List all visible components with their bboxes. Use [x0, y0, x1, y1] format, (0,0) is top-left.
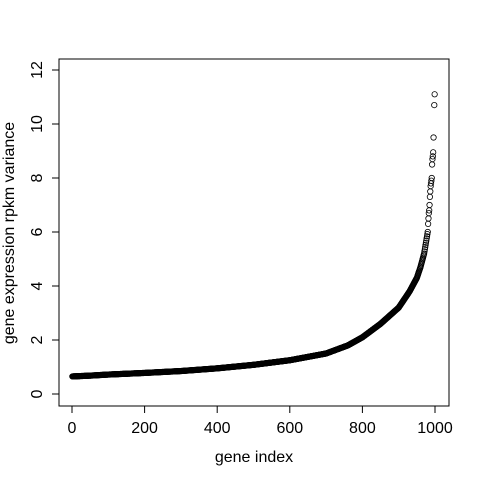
data-point: [429, 156, 436, 163]
data-point: [430, 149, 437, 156]
data-point: [422, 241, 429, 249]
data-point: [423, 237, 430, 244]
y-tick-label: 2: [29, 335, 46, 344]
data-point: [425, 215, 432, 222]
y-tick-label: 0: [29, 389, 46, 398]
data-point: [428, 174, 435, 182]
y-tick-label: 10: [29, 115, 46, 133]
data-point: [421, 250, 428, 257]
data-point: [422, 239, 430, 246]
data-point: [424, 228, 431, 236]
data-point: [421, 248, 428, 255]
data-point: [422, 244, 429, 251]
data-point: [426, 201, 433, 209]
data-point: [431, 102, 438, 109]
x-tick-label: 200: [131, 420, 158, 437]
x-axis: 0 200 400 600 800 1000: [68, 405, 453, 437]
data-point: [425, 220, 432, 227]
data-point: [429, 153, 436, 160]
plot-frame: [58, 58, 450, 407]
data-point: [427, 188, 434, 195]
data-points: [69, 91, 438, 380]
y-axis-label: gene expression rpkm variance: [1, 122, 18, 344]
y-axis: 0 2 4 6 8 10 12: [29, 61, 60, 398]
x-tick-label: 400: [204, 420, 231, 437]
data-point: [424, 231, 431, 238]
data-point: [428, 161, 436, 168]
y-tick-label: 12: [29, 61, 46, 79]
data-point: [425, 210, 432, 217]
data-point: [428, 177, 435, 184]
data-point: [421, 246, 428, 253]
data-point: [426, 193, 434, 200]
y-tick-label: 6: [29, 227, 46, 236]
x-axis-label: gene index: [215, 449, 293, 466]
data-point: [430, 134, 437, 141]
y-tick-label: 4: [29, 281, 46, 290]
x-tick-label: 800: [349, 420, 376, 437]
x-tick-label: 600: [276, 420, 303, 437]
data-point: [423, 235, 430, 242]
x-tick-label: 0: [68, 420, 77, 437]
y-tick-label: 8: [29, 173, 46, 182]
data-point: [423, 233, 431, 240]
x-tick-label: 1000: [417, 420, 453, 437]
data-point: [431, 91, 438, 98]
